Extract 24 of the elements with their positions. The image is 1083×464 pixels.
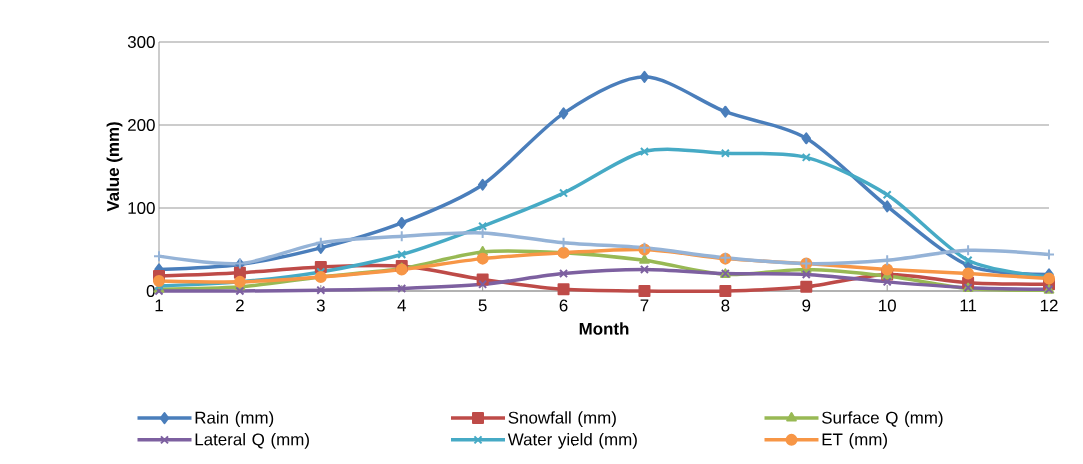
y-axis-title: Value (mm) — [106, 122, 123, 212]
x-tick-label: 2 — [236, 299, 244, 312]
legend-label: Water yield (mm) — [507, 433, 637, 449]
y-tick-label: 100 — [128, 202, 155, 214]
x-tick-label: 7 — [640, 299, 649, 312]
x-tick-label: 10 — [879, 299, 896, 312]
x-tick-label: 1 — [155, 299, 163, 312]
legend-label: ET (mm) — [822, 433, 887, 449]
x-tick-label: 4 — [397, 299, 406, 312]
legend-label: Lateral Q (mm) — [195, 433, 309, 449]
y-tick-label: 200 — [128, 119, 155, 131]
legend-label: Snowfall (mm) — [508, 411, 616, 427]
y-tick-label: 300 — [127, 36, 155, 48]
legend-label: Rain (mm) — [195, 411, 274, 427]
x-tick-label: 8 — [721, 299, 730, 312]
legend-label: Surface Q (mm) — [822, 411, 943, 427]
x-tick-label: 9 — [802, 299, 811, 312]
x-tick-label: 6 — [559, 299, 568, 312]
x-tick-label: 3 — [316, 299, 325, 312]
x-tick-label: 12 — [1040, 299, 1058, 312]
x-tick-label: 5 — [478, 299, 487, 312]
x-axis-title: Month — [579, 322, 629, 335]
y-tick-label: 0 — [146, 285, 155, 297]
x-tick-label: 11 — [960, 299, 977, 312]
